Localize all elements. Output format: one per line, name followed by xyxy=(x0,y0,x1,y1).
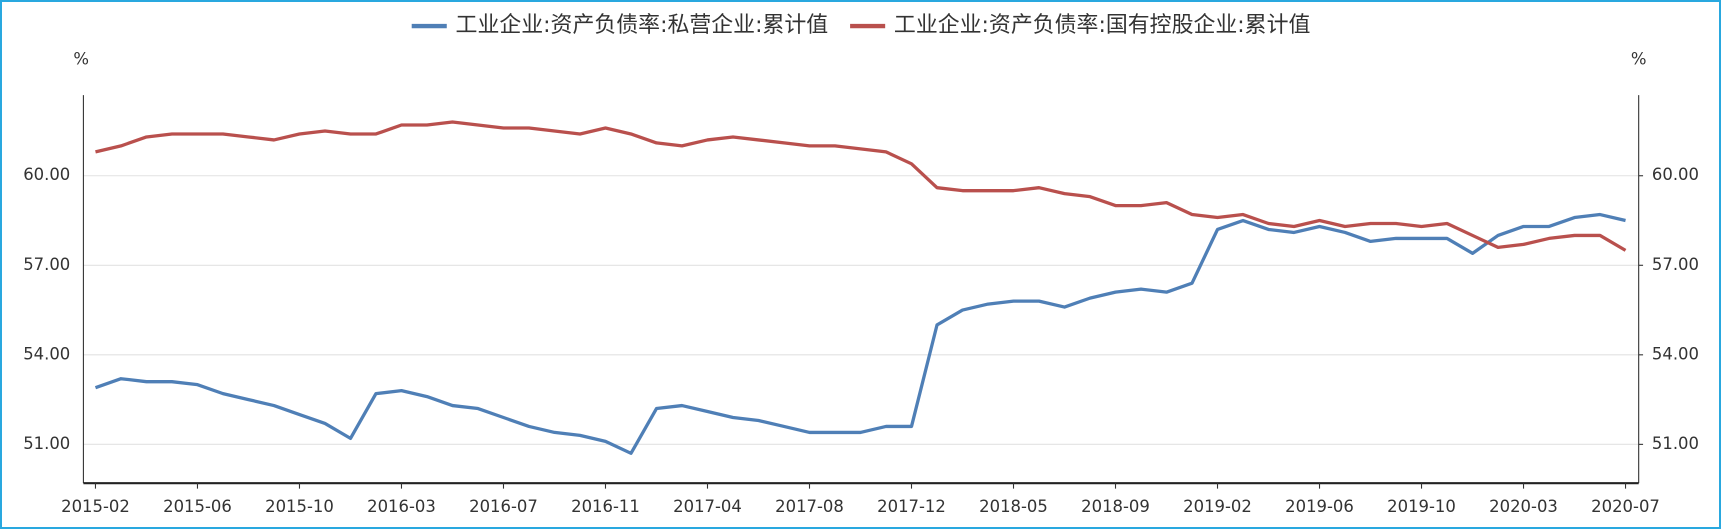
x-tick-label: 2018-05 xyxy=(979,497,1048,516)
y-tick-label: 51.00 xyxy=(23,434,70,453)
y2-unit: % xyxy=(1631,50,1647,69)
x-tick-label: 2015-02 xyxy=(61,497,130,516)
y-tick-label: 57.00 xyxy=(23,255,70,274)
y-tick-label: 60.00 xyxy=(23,165,70,184)
x-tick-label: 2016-07 xyxy=(469,497,538,516)
legend-label: 工业企业:资产负债率:国有控股企业:累计值 xyxy=(894,13,1310,38)
x-tick-label: 2017-08 xyxy=(775,497,844,516)
y2-tick-label: 57.00 xyxy=(1652,255,1699,274)
x-tick-label: 2019-06 xyxy=(1285,497,1354,516)
x-tick-label: 2015-06 xyxy=(163,497,232,516)
x-tick-label: 2017-04 xyxy=(673,497,742,516)
y2-tick-label: 54.00 xyxy=(1652,344,1699,363)
line-series xyxy=(95,120,1627,252)
x-tick-label: 2018-09 xyxy=(1081,497,1150,516)
y2-tick-label: 60.00 xyxy=(1652,165,1699,184)
x-tick-label: 2016-11 xyxy=(571,497,640,516)
x-tick-label: 2017-12 xyxy=(877,497,946,516)
line-series xyxy=(94,212,1626,455)
x-tick-label: 2015-10 xyxy=(265,497,334,516)
x-tick-label: 2020-03 xyxy=(1489,497,1558,516)
y-tick-label: 54.00 xyxy=(23,344,70,363)
x-tick-label: 2020-07 xyxy=(1591,497,1660,516)
x-tick-label: 2019-10 xyxy=(1387,497,1456,516)
y2-tick-label: 51.00 xyxy=(1652,434,1699,453)
x-tick-label: 2016-03 xyxy=(367,497,436,516)
legend-label: 工业企业:资产负债率:私营企业:累计值 xyxy=(456,13,829,38)
x-tick-label: 2019-02 xyxy=(1183,497,1252,516)
y-unit: % xyxy=(73,50,89,69)
